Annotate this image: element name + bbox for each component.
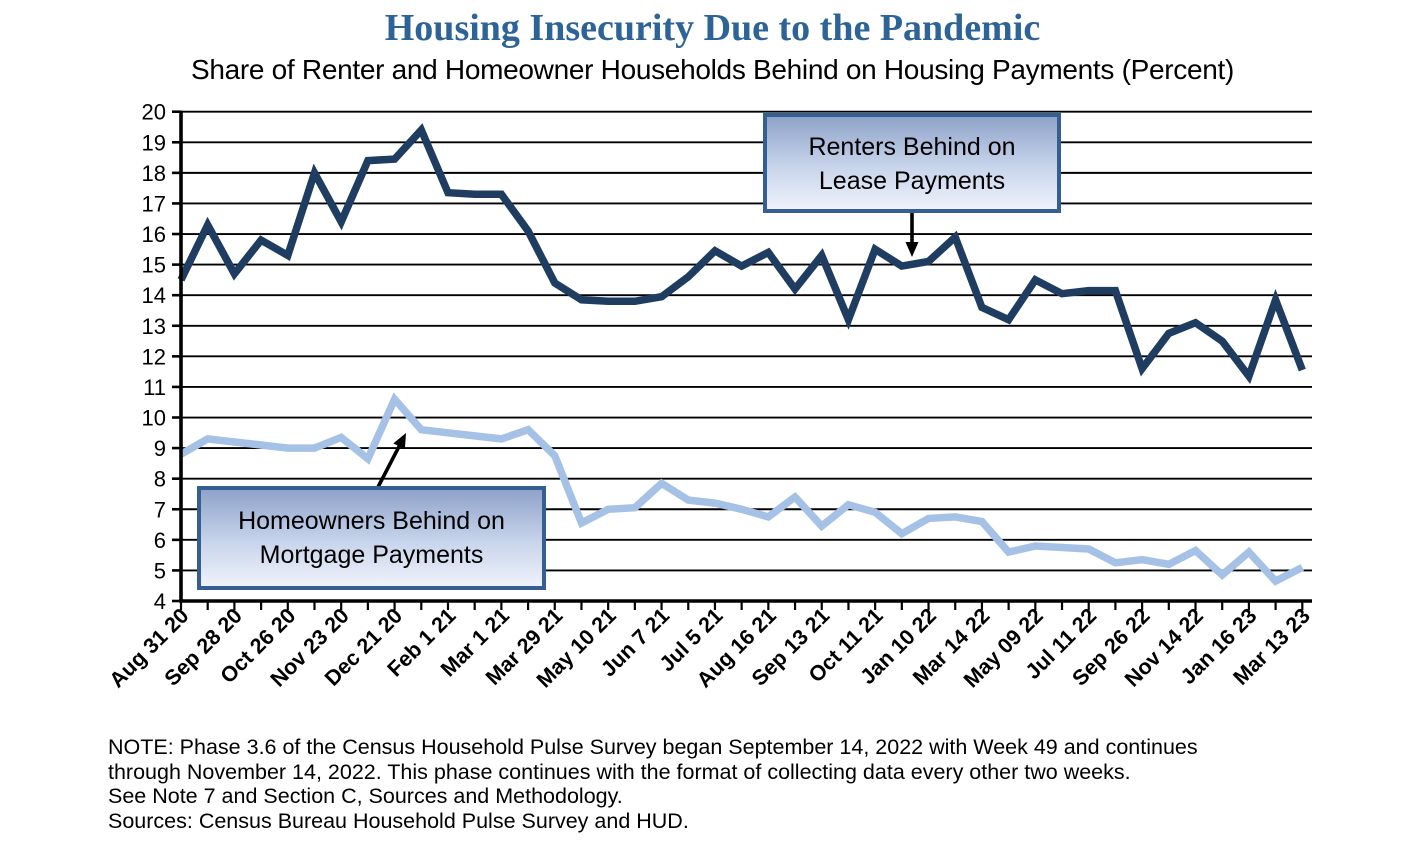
- svg-text:18: 18: [142, 161, 166, 186]
- homeowners-series-line: [179, 392, 1305, 586]
- svg-text:13: 13: [142, 314, 166, 339]
- svg-text:19: 19: [142, 130, 166, 155]
- svg-text:14: 14: [142, 283, 166, 308]
- svg-text:16: 16: [142, 222, 166, 247]
- annotation-homeowners-line2: Mortgage Payments: [259, 541, 484, 569]
- svg-text:15: 15: [142, 253, 166, 278]
- footnote: NOTE: Phase 3.6 of the Census Household …: [108, 735, 1198, 833]
- homeowners-annotation-arrow: [375, 433, 406, 490]
- svg-text:20: 20: [142, 100, 166, 125]
- svg-text:12: 12: [142, 344, 166, 369]
- svg-text:10: 10: [142, 406, 166, 431]
- svg-text:7: 7: [154, 497, 166, 522]
- annotation-homeowners-line1: Homeowners Behind on: [238, 507, 505, 535]
- y-axis-labels: 4 5 6 7 8 9 10 11 12 13 14 15 16 17 18 19 20: [142, 100, 181, 614]
- page-title: Housing Insecurity Due to the Pandemic: [384, 7, 1041, 49]
- svg-text:11: 11: [143, 375, 166, 400]
- footnote-line4: Sources: Census Bureau Household Pulse S…: [108, 808, 689, 833]
- svg-text:8: 8: [154, 467, 166, 492]
- svg-text:5: 5: [154, 558, 166, 583]
- svg-text:9: 9: [154, 436, 166, 461]
- svg-text:17: 17: [142, 191, 166, 216]
- footnote-line1: NOTE: Phase 3.6 of the Census Household …: [108, 735, 1198, 759]
- annotation-renters-line1: Renters Behind on: [808, 133, 1016, 161]
- annotation-renters-line2: Lease Payments: [818, 167, 1006, 195]
- chart-subtitle: Share of Renter and Homeowner Households…: [190, 54, 1235, 85]
- svg-text:6: 6: [154, 528, 166, 553]
- renters-annotation-arrow: [905, 213, 919, 257]
- renters-series-line: [177, 123, 1306, 385]
- annotation-renters: Renters Behind on Lease Payments: [763, 113, 1061, 213]
- footnote-line3: See Note 7 and Section C, Sources and Me…: [108, 784, 623, 808]
- x-axis-ticks: [179, 601, 1304, 610]
- footnote-line2: through November 14, 2022. This phase co…: [108, 759, 1131, 784]
- svg-text:4: 4: [154, 589, 166, 614]
- annotation-homeowners: Homeowners Behind on Mortgage Payments: [197, 486, 546, 590]
